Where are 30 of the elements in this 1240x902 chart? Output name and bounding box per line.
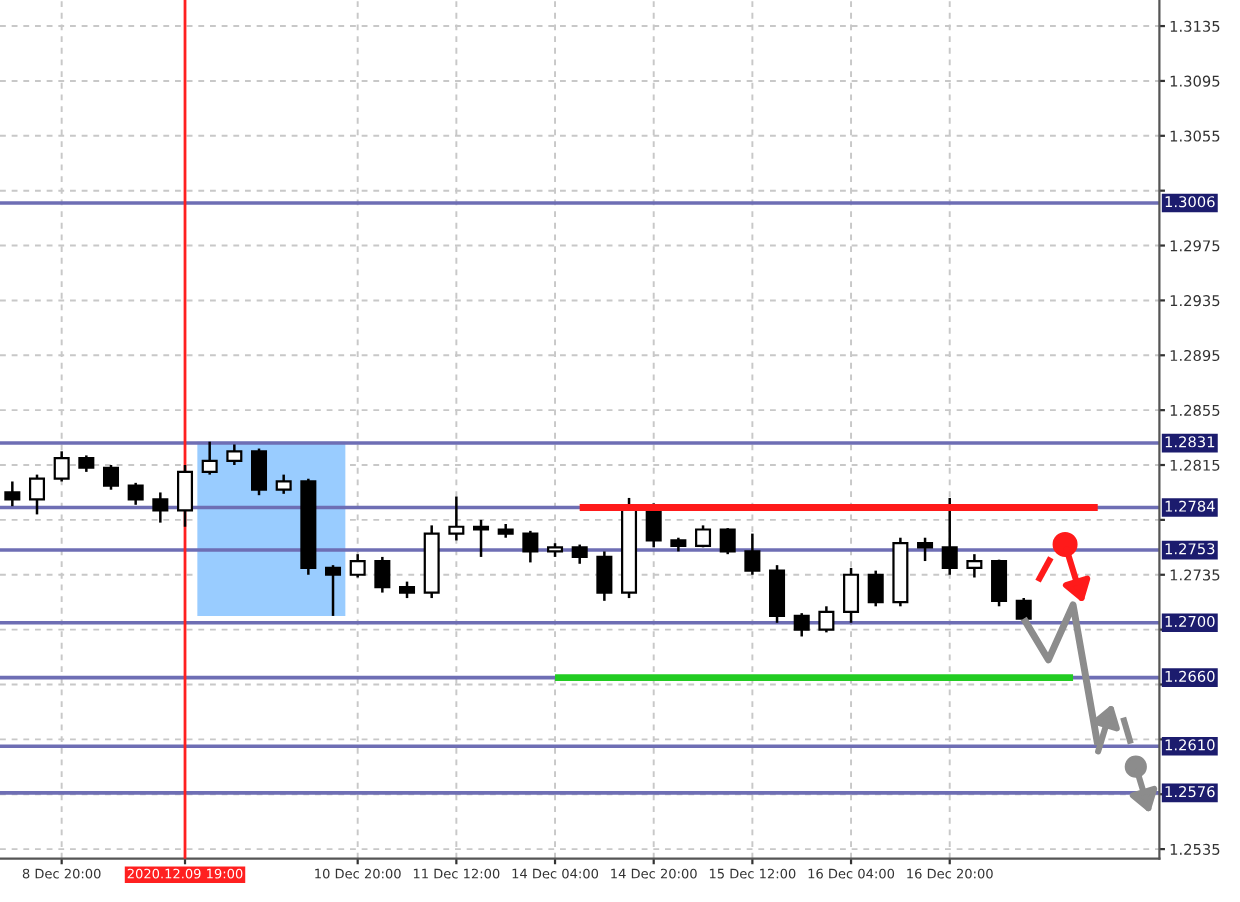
candlestick — [374, 555, 391, 594]
candlestick — [275, 473, 292, 496]
candlestick — [28, 473, 46, 516]
candlestick — [522, 529, 539, 564]
candlestick — [349, 552, 366, 579]
candlestick — [325, 563, 342, 618]
candlestick — [719, 526, 736, 556]
candlestick — [966, 552, 983, 579]
candlestick — [941, 496, 958, 577]
candlestick — [176, 463, 194, 528]
candlestick — [53, 450, 70, 483]
candlestick — [843, 566, 860, 625]
candlestick — [152, 491, 169, 524]
candlestick — [917, 536, 934, 563]
candlestick — [251, 447, 268, 497]
candlestick — [102, 463, 120, 491]
candlestick — [596, 550, 613, 603]
candlestick — [448, 495, 465, 542]
candlestick — [769, 563, 786, 625]
candlestick — [793, 611, 810, 638]
candlestick — [473, 518, 490, 559]
candlestick — [571, 543, 588, 566]
candlestick — [226, 443, 243, 467]
candlestick — [127, 481, 144, 507]
candlestick — [818, 605, 835, 634]
candlestick — [744, 532, 761, 577]
candlestick — [867, 569, 884, 608]
candlestick — [991, 558, 1008, 608]
candlestick — [201, 440, 218, 476]
candlestick — [4, 480, 21, 508]
